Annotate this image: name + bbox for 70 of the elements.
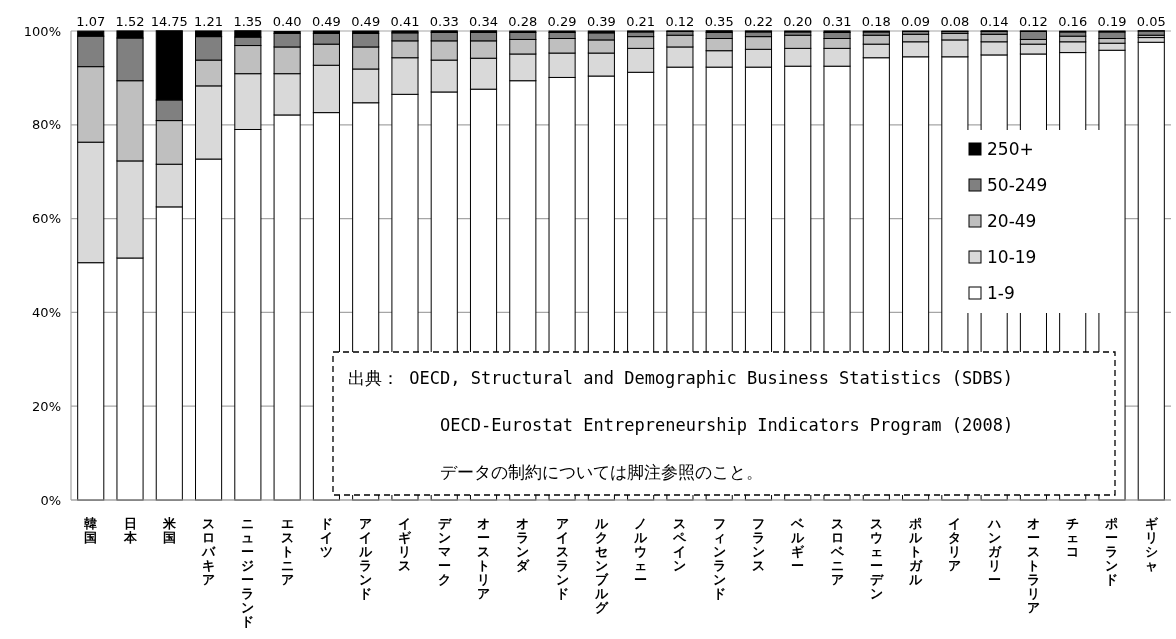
x-tick-label: チェコ <box>1066 516 1080 559</box>
data-label: 0.31 <box>822 13 852 29</box>
x-tick-label: フランス <box>751 516 765 573</box>
data-label: 0.09 <box>901 14 931 30</box>
data-label: 1.07 <box>76 14 106 30</box>
x-tick-label: ギリシャ <box>1144 516 1159 573</box>
legend-label: 1-9 <box>987 282 1015 303</box>
data-label: 0.12 <box>1018 13 1048 29</box>
data-label: 0.16 <box>1058 14 1088 30</box>
x-tick-label: アイルランド <box>358 516 374 601</box>
data-label: 0.28 <box>508 14 538 30</box>
x-tick-label: オーストラリア <box>1026 516 1040 615</box>
data-label: 0.18 <box>861 14 891 30</box>
data-label: 0.14 <box>979 13 1009 29</box>
x-tick-label: ハンガリー <box>986 516 1002 587</box>
x-tick-label: ノルウェー <box>633 516 649 587</box>
x-tick-label: 日本 <box>122 516 138 545</box>
x-tick-label: イギリス <box>398 516 413 573</box>
data-label: 0.33 <box>429 13 459 29</box>
x-tick-label: スロバキア <box>201 516 217 587</box>
data-label: 1.21 <box>194 13 224 29</box>
data-label: 1.35 <box>233 13 263 29</box>
data-label: 0.41 <box>390 13 420 29</box>
legend-label: 50-249 <box>987 174 1048 195</box>
y-tick-label: 80% <box>32 117 61 133</box>
x-tick-label: スウェーデン <box>869 516 884 601</box>
data-label: 0.39 <box>586 14 616 30</box>
x-tick-label: ポルトガル <box>908 516 924 587</box>
data-label: 0.35 <box>704 13 734 29</box>
data-label: 0.12 <box>665 13 695 29</box>
data-label: 0.08 <box>940 14 970 30</box>
x-tick-label: ルクセンブルグ <box>593 516 609 615</box>
x-tick-label: アイスランド <box>555 516 569 601</box>
data-label: 0.34 <box>469 13 498 29</box>
x-tick-label: ベルギー <box>790 516 806 573</box>
x-tick-label: イタリア <box>948 516 962 573</box>
x-tick-label: 韓国 <box>84 516 98 545</box>
y-tick-label: 60% <box>32 211 61 227</box>
annotation: データの制約については脚注参照のこと。 <box>440 462 763 482</box>
y-tick-label: 100% <box>23 23 61 39</box>
data-label: 0.19 <box>1097 14 1127 30</box>
legend-label: 250+ <box>987 138 1034 159</box>
x-tick-label: フィンランド <box>712 516 726 601</box>
data-label: 0.22 <box>744 13 773 29</box>
x-tick-label: スペイン <box>672 516 688 573</box>
data-label: 0.21 <box>626 13 656 29</box>
data-label: 0.20 <box>783 14 813 29</box>
data-label: 0.40 <box>272 14 302 30</box>
annotation: 出典： OECD, Structural and Demographic Business Statistics (SDBS) <box>348 368 1014 388</box>
x-tick-label: 米国 <box>161 516 177 545</box>
x-tick-label: ドイツ <box>319 516 333 559</box>
data-label: 0.49 <box>351 14 381 30</box>
x-tick-label: ポーランド <box>1104 516 1119 587</box>
y-tick-label: 20% <box>32 398 61 414</box>
x-tick-label: スロベニア <box>829 516 845 587</box>
x-tick-label: エストニア <box>280 516 294 587</box>
data-label: 1.52 <box>115 13 145 29</box>
legend-label: 10-19 <box>987 246 1037 267</box>
data-label: 0.05 <box>1136 13 1166 29</box>
x-tick-label: デンマーク <box>437 516 452 587</box>
x-tick-label: オランダ <box>516 516 531 573</box>
y-tick-label: 0% <box>40 492 61 508</box>
data-label: 14.75 <box>150 13 188 29</box>
y-tick-label: 40% <box>32 304 61 320</box>
data-label: 0.29 <box>547 14 577 30</box>
x-tick-label: オーストリア <box>477 516 491 601</box>
annotation: OECD-Eurostat Entrepreneurship Indicators Program (2008) <box>440 415 1014 435</box>
x-tick-label: ニュージーランド <box>241 516 255 629</box>
data-label: 0.49 <box>311 14 341 30</box>
legend-label: 20-49 <box>987 210 1037 231</box>
